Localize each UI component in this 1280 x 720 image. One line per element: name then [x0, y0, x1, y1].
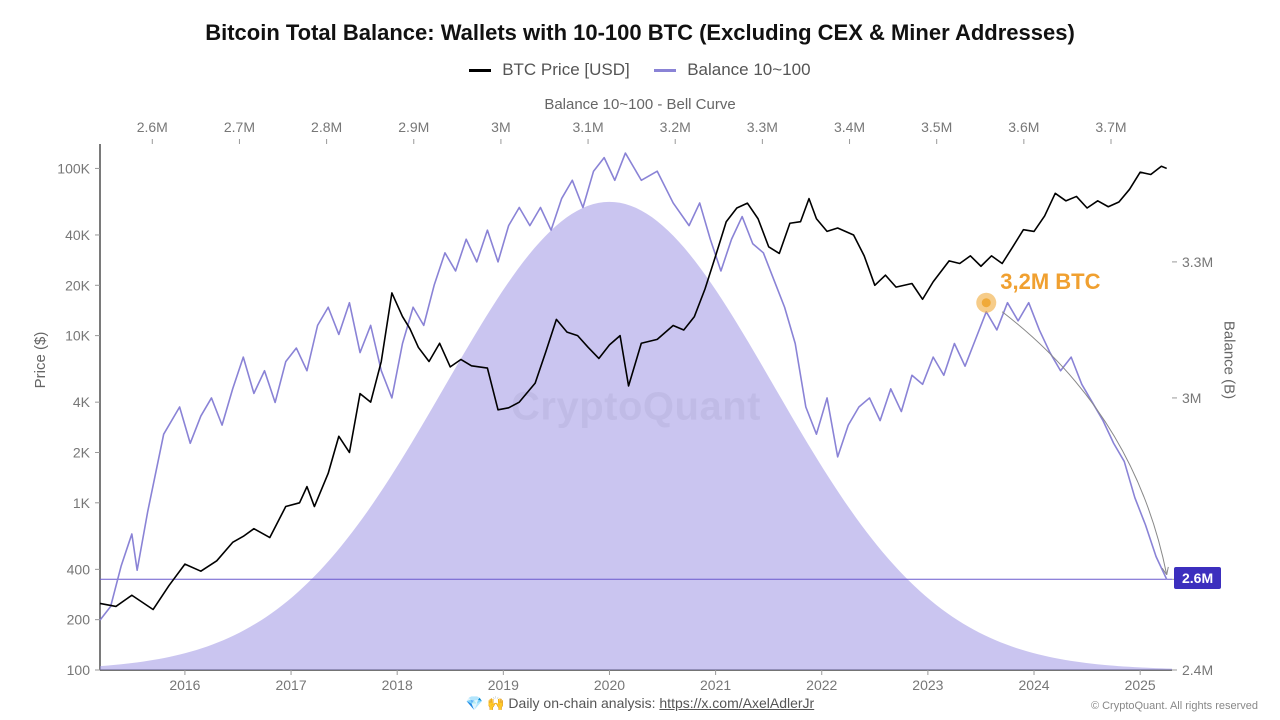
svg-text:2019: 2019	[488, 677, 519, 693]
legend-label-balance: Balance 10~100	[687, 60, 810, 79]
svg-text:3.6M: 3.6M	[1008, 119, 1039, 135]
svg-text:3M: 3M	[1182, 390, 1201, 406]
legend-swatch-price	[469, 69, 491, 72]
svg-text:2018: 2018	[382, 677, 413, 693]
svg-text:200: 200	[67, 612, 91, 628]
y-right-title: Balance (B)	[1220, 321, 1237, 399]
chart-svg: 2.6M2.7M2.8M2.9M3M3.1M3.2M3.3M3.4M3.5M3.…	[100, 144, 1172, 670]
svg-text:10K: 10K	[65, 328, 91, 344]
svg-text:400: 400	[67, 561, 91, 577]
svg-text:3.4M: 3.4M	[834, 119, 865, 135]
footer-link[interactable]: https://x.com/AxelAdlerJr	[659, 695, 814, 711]
legend-item-price: BTC Price [USD]	[469, 60, 634, 79]
svg-text:3.3M: 3.3M	[747, 119, 778, 135]
chart-title: Bitcoin Total Balance: Wallets with 10-1…	[0, 20, 1280, 46]
footer-prefix: 💎 🙌 Daily on-chain analysis:	[466, 695, 660, 711]
svg-text:2024: 2024	[1018, 677, 1049, 693]
svg-text:100: 100	[67, 662, 91, 678]
svg-text:3.3M: 3.3M	[1182, 254, 1213, 270]
svg-text:2.4M: 2.4M	[1182, 662, 1213, 678]
svg-text:3.1M: 3.1M	[573, 119, 604, 135]
svg-text:20K: 20K	[65, 277, 91, 293]
legend-item-balance: Balance 10~100	[654, 60, 810, 79]
svg-text:40K: 40K	[65, 227, 91, 243]
svg-text:3.5M: 3.5M	[921, 119, 952, 135]
legend-swatch-balance	[654, 69, 676, 72]
svg-text:2022: 2022	[806, 677, 837, 693]
svg-text:3M: 3M	[491, 119, 510, 135]
svg-text:2025: 2025	[1125, 677, 1156, 693]
svg-text:3.7M: 3.7M	[1095, 119, 1126, 135]
legend-label-price: BTC Price [USD]	[502, 60, 630, 79]
right-axis-badge: 2.6M	[1174, 567, 1221, 589]
svg-text:2.6M: 2.6M	[137, 119, 168, 135]
chart-container: Bitcoin Total Balance: Wallets with 10-1…	[0, 0, 1280, 720]
legend: BTC Price [USD] Balance 10~100	[0, 60, 1280, 80]
svg-text:2.8M: 2.8M	[311, 119, 342, 135]
plot-area[interactable]: CryptoQuant 2.6M2.7M2.8M2.9M3M3.1M3.2M3.…	[100, 144, 1172, 670]
top-axis-title: Balance 10~100 - Bell Curve	[0, 96, 1280, 113]
svg-text:2020: 2020	[594, 677, 625, 693]
svg-text:2K: 2K	[73, 444, 91, 460]
svg-text:2021: 2021	[700, 677, 731, 693]
footer: 💎 🙌 Daily on-chain analysis: https://x.c…	[0, 695, 1280, 712]
svg-text:2.7M: 2.7M	[224, 119, 255, 135]
svg-text:2.9M: 2.9M	[398, 119, 429, 135]
annotation-label: 3,2M BTC	[1000, 269, 1100, 295]
svg-text:2016: 2016	[169, 677, 200, 693]
svg-text:1K: 1K	[73, 495, 91, 511]
svg-text:3.2M: 3.2M	[660, 119, 691, 135]
svg-text:4K: 4K	[73, 394, 91, 410]
svg-text:2023: 2023	[912, 677, 943, 693]
y-left-title: Price ($)	[32, 332, 49, 389]
copyright: © CryptoQuant. All rights reserved	[1091, 700, 1258, 712]
svg-text:2017: 2017	[275, 677, 306, 693]
svg-text:100K: 100K	[57, 160, 90, 176]
